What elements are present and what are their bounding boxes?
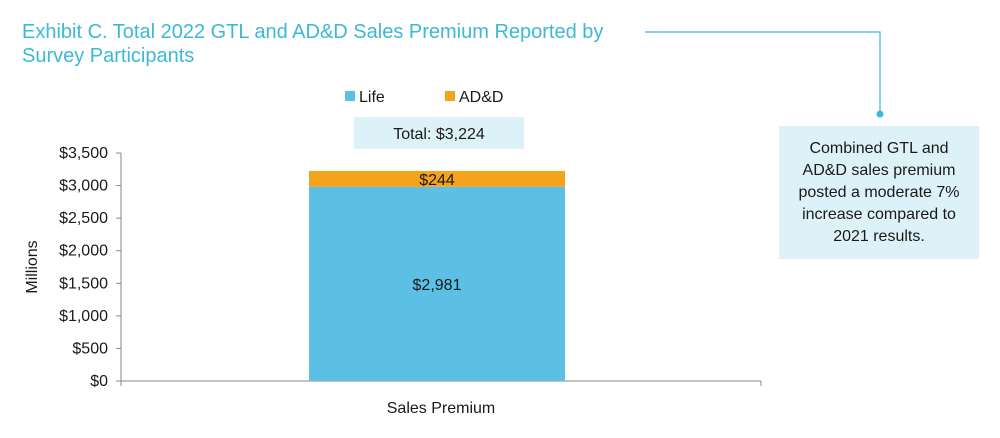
y-tick-label: $3,000 [59,178,108,195]
bar-segment-life [309,186,565,381]
y-tick-label: $0 [90,373,108,390]
x-tick-label: Sales Premium [387,400,495,417]
total-label: Total: $3,224 [393,126,485,143]
legend-label-life: Life [359,89,385,106]
chart-title: Exhibit C. Total 2022 GTL and AD&D Sales… [22,21,604,67]
y-tick-label: $500 [72,340,108,357]
callout-note: Combined GTL and AD&D sales premium post… [779,126,979,259]
legend-swatch-life [345,91,355,101]
y-tick-label: $2,000 [59,243,108,260]
y-tick-label: $2,500 [59,210,108,227]
y-tick-label: $3,500 [59,145,108,162]
bar-segment-add [309,170,565,187]
y-tick-label: $1,000 [59,308,108,325]
data-label: $244 [419,172,455,189]
data-label: $2,981 [413,277,462,294]
legend-swatch-add [445,91,455,101]
total-label-box [354,117,524,149]
stacked-bar-chart: $0 $500 $1,000 $1,500 $2,000 $2,500 $3,000 $3,5… [24,89,762,417]
y-tick-label: $1,500 [59,275,108,292]
legend-label-add: AD&D [459,89,503,106]
y-axis-label: Millions [24,240,41,293]
